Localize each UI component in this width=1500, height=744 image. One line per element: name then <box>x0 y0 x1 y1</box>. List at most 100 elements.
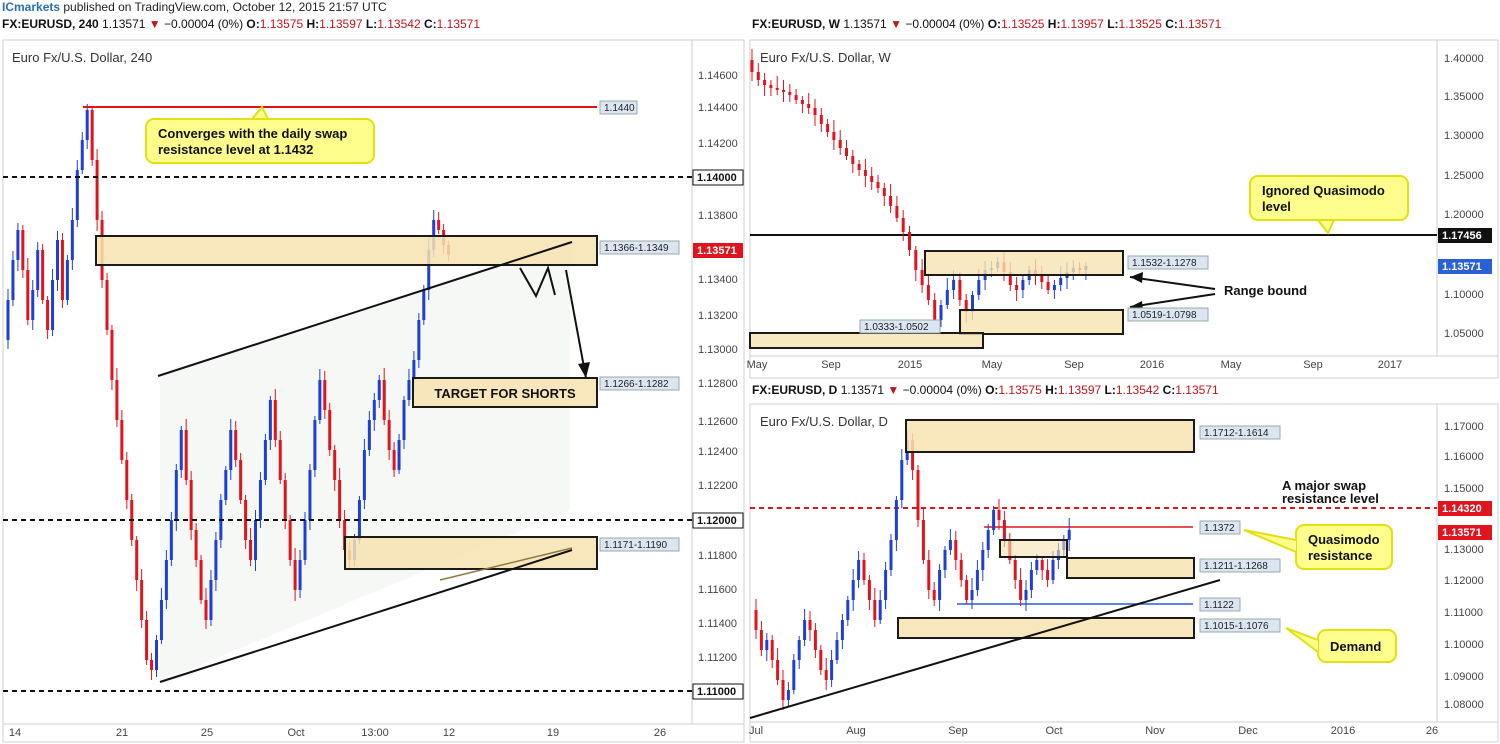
candle-body <box>911 440 915 470</box>
candle-body <box>840 620 844 640</box>
candle-body <box>308 470 312 520</box>
weekly-callout-line1: Ignored Quasimodo <box>1262 183 1385 198</box>
svg-text:1.11000: 1.11000 <box>697 686 736 698</box>
weekly-callout-line2: level <box>1262 199 1291 214</box>
candle-body <box>184 430 188 480</box>
candle-body <box>819 650 823 670</box>
candle-body <box>781 680 785 700</box>
candle-body <box>889 196 893 206</box>
candle-body <box>997 510 1001 520</box>
weekly-zone-1033[interactable] <box>749 332 984 349</box>
daily-trendline[interactable] <box>749 579 1221 719</box>
candle-body <box>120 420 124 460</box>
svg-text:1.1171-1.1190: 1.1171-1.1190 <box>604 540 667 551</box>
x-tick-label: 2016 <box>1140 359 1164 371</box>
x-tick-label: Sep <box>1064 359 1084 371</box>
candle-body <box>1021 280 1025 290</box>
candle-body <box>813 630 817 650</box>
daily-qm-line1: Quasimodo <box>1308 532 1380 547</box>
candle-body <box>770 640 774 660</box>
y-tick-label: 1.14200 <box>698 138 738 150</box>
h4-tag-zone3 <box>599 537 680 552</box>
y-tick-label: 1.11400 <box>698 618 737 630</box>
candle-body <box>908 232 911 250</box>
svg-text:1.1440: 1.1440 <box>604 103 635 114</box>
h4-zone-1266[interactable] <box>412 377 598 408</box>
candle-body <box>857 164 861 170</box>
candle-body <box>229 430 233 470</box>
candle-body <box>870 176 874 182</box>
candle-body <box>952 280 956 290</box>
weekly-range-label: Range bound <box>1224 283 1307 298</box>
candle-body <box>21 230 25 270</box>
candle-body <box>209 580 213 620</box>
candle-body <box>846 600 850 620</box>
x-tick-label: Nov <box>1145 725 1165 737</box>
y-tick-label: 1.35000 <box>1444 91 1484 103</box>
h4-tag-1440 <box>599 100 638 115</box>
daily-swap-line1: A major swap <box>1282 478 1366 493</box>
candle-body <box>900 460 904 500</box>
candle-body <box>362 450 366 500</box>
candle-body <box>889 540 893 570</box>
candle-body <box>338 480 342 520</box>
x-tick-label: 19 <box>547 727 559 739</box>
candle-body <box>943 550 947 570</box>
candle-body <box>140 580 144 620</box>
svg-text:1.12000: 1.12000 <box>697 515 737 527</box>
candle-body <box>981 550 985 570</box>
candle-body <box>873 600 877 620</box>
y-tick-label: 1.10000 <box>1444 639 1484 651</box>
daily-zone-1211[interactable] <box>1066 557 1195 579</box>
daily-zone-inner[interactable] <box>999 539 1068 558</box>
daily-axis-tag-swap <box>1438 501 1492 516</box>
candle-body <box>878 600 882 620</box>
svg-text:1.0519-1.0798: 1.0519-1.0798 <box>1132 310 1197 321</box>
weekly-zone-1532[interactable] <box>924 250 1124 276</box>
candle-body <box>313 420 317 470</box>
weekly-y-axis: 1.40000 1.35000 1.30000 1.25000 1.20000 1.100… <box>1444 53 1484 340</box>
weekly-zone-1051[interactable] <box>959 309 1124 335</box>
h4-channel-top[interactable] <box>157 241 573 377</box>
candle-body <box>41 250 45 300</box>
candle-body <box>1040 275 1044 282</box>
h4-channel-bottom[interactable] <box>159 549 573 683</box>
candle-body <box>224 470 228 500</box>
y-tick-label: 1.14600 <box>698 70 738 82</box>
daily-axis-tag-last <box>1438 525 1492 540</box>
brand-name[interactable]: ICmarkets <box>2 0 61 14</box>
h4-zone-1366[interactable] <box>95 235 598 266</box>
candle-body <box>318 380 322 420</box>
candle-body <box>159 600 163 640</box>
candle-body <box>65 260 69 300</box>
y-tick-label: 1.10000 <box>1444 289 1484 301</box>
weekly-chart[interactable]: Euro Fx/U.S. Dollar, W Ignored Quasimodo… <box>746 36 1500 380</box>
weekly-tag-zone3 <box>859 319 941 334</box>
candle-body <box>965 580 969 600</box>
candle-body <box>204 600 208 620</box>
candle-body <box>921 520 925 560</box>
daily-zone-1015[interactable] <box>897 617 1195 639</box>
candle-body <box>863 170 867 176</box>
y-tick-label: 1.09000 <box>1444 671 1484 683</box>
y-tick-label: 1.30000 <box>1444 130 1484 142</box>
svg-text:1.14000: 1.14000 <box>697 172 737 184</box>
h4-axis-tag-1140 <box>692 169 744 186</box>
h4-zone-1171[interactable] <box>344 536 598 570</box>
candle-body <box>845 148 848 156</box>
y-tick-label: 1.13400 <box>698 274 738 286</box>
x-tick-label: 12 <box>443 727 455 739</box>
candle-body <box>382 380 386 420</box>
candle-body <box>417 320 421 360</box>
daily-header: FX:EURUSD, D 1.13571 ▼ −0.00004 (0%) O:1… <box>752 383 1219 397</box>
daily-zone-1712[interactable] <box>905 419 1195 453</box>
candle-body <box>765 640 769 650</box>
y-tick-label: 1.12200 <box>698 480 738 492</box>
daily-chart[interactable]: Euro Fx/U.S. Dollar, D 1.1712-1.1614 1.1… <box>746 400 1500 744</box>
candle-body <box>392 450 396 470</box>
candle-body <box>857 560 861 580</box>
h4-chart[interactable]: Euro Fx/U.S. Dollar, 240 TARGET FOR SHOR… <box>0 36 746 744</box>
x-tick-label: Oct <box>1045 725 1062 737</box>
candle-body <box>169 520 173 560</box>
x-tick-label: May <box>1221 359 1242 371</box>
